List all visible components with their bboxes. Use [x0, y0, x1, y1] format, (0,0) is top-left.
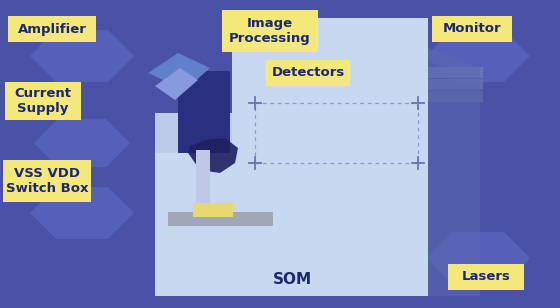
Text: Detectors: Detectors	[272, 67, 344, 79]
Polygon shape	[34, 119, 130, 167]
Bar	[428, 67, 483, 78]
Bar	[266, 60, 350, 86]
Bar	[155, 113, 232, 153]
Bar	[8, 16, 96, 42]
Text: Current
Supply: Current Supply	[15, 87, 72, 115]
Bar	[428, 79, 483, 90]
Polygon shape	[426, 30, 530, 82]
Text: Image
Processing: Image Processing	[229, 17, 311, 45]
Text: Monitor: Monitor	[443, 22, 501, 35]
Polygon shape	[155, 68, 198, 100]
Bar	[432, 16, 512, 42]
Bar	[232, 18, 428, 113]
Polygon shape	[30, 187, 134, 239]
Bar	[5, 82, 81, 120]
Polygon shape	[426, 232, 530, 284]
Text: VSS VDD
Switch Box: VSS VDD Switch Box	[6, 167, 88, 195]
Polygon shape	[428, 48, 480, 296]
Bar	[3, 160, 91, 202]
Bar	[155, 113, 428, 296]
Text: Lasers: Lasers	[461, 270, 510, 283]
Bar	[448, 264, 524, 290]
Bar	[168, 212, 273, 226]
Bar	[222, 10, 318, 52]
Polygon shape	[194, 208, 212, 220]
Polygon shape	[148, 53, 210, 90]
Bar	[428, 91, 483, 102]
Bar	[193, 203, 233, 217]
Text: SOM: SOM	[272, 273, 311, 287]
Bar	[196, 150, 210, 208]
Polygon shape	[188, 138, 238, 173]
Polygon shape	[228, 12, 332, 64]
Polygon shape	[30, 30, 134, 82]
Bar	[178, 71, 230, 153]
Text: Amplifier: Amplifier	[17, 22, 86, 35]
